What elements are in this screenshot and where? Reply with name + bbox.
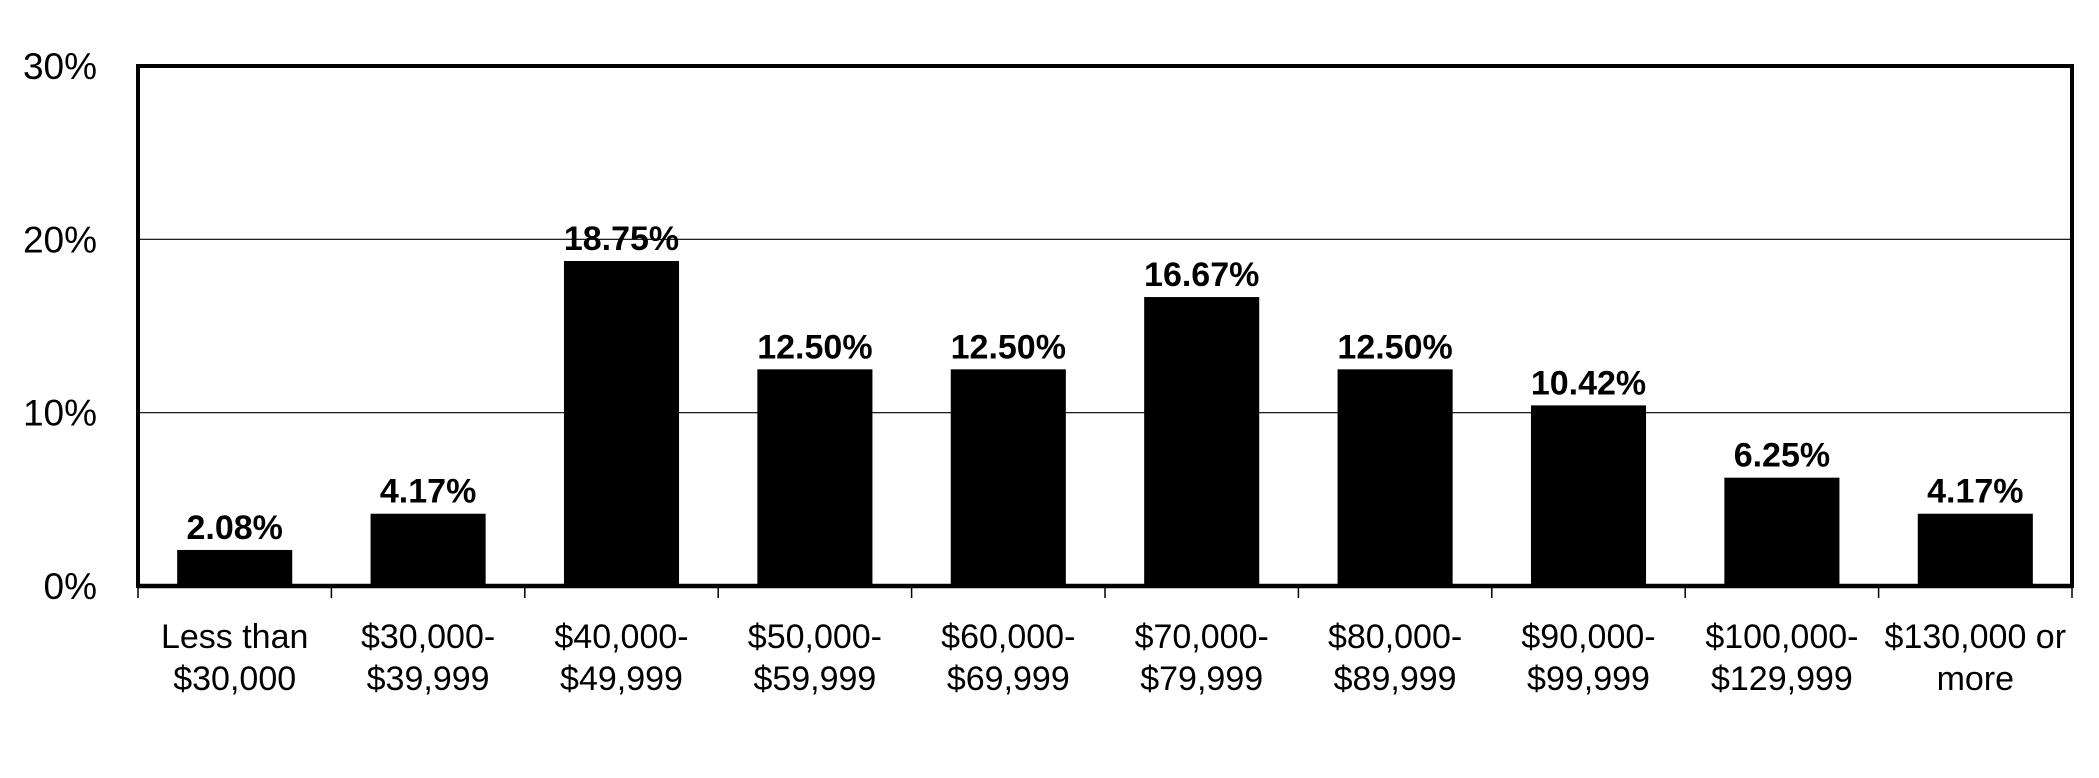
x-tick-label-line: $59,999 xyxy=(753,660,876,698)
x-tick-label-line: Less than xyxy=(161,618,308,656)
x-tick-label-line: $70,000- xyxy=(1135,618,1269,656)
x-tick-label: $80,000- $89,999 xyxy=(1328,618,1462,698)
x-tick-label: $70,000- $79,999 xyxy=(1135,618,1269,698)
x-tick-label-line: $79,999 xyxy=(1140,660,1263,698)
x-tick-label: $130,000 or more xyxy=(1885,618,2067,698)
x-tick-label-line: $30,000- xyxy=(361,618,495,656)
data-label: 4.17% xyxy=(1927,473,2023,511)
x-tick-label-line: $129,999 xyxy=(1711,660,1853,698)
bar[interactable] xyxy=(563,261,680,586)
x-tick-label-line: $89,999 xyxy=(1334,660,1457,698)
x-tick-label-line: $90,000- xyxy=(1521,618,1655,656)
y-tick-label: 20% xyxy=(23,219,97,260)
x-tick-label-line: more xyxy=(1937,660,2014,698)
x-tick-label-line: $99,999 xyxy=(1527,660,1650,698)
x-tick-label-line: $39,999 xyxy=(367,660,490,698)
bar[interactable] xyxy=(757,369,873,586)
x-tick-label: $40,000- $49,999 xyxy=(554,618,688,698)
data-label: 16.67% xyxy=(1144,256,1259,294)
data-label: 6.25% xyxy=(1734,437,1830,475)
x-tick-label-line: $60,000- xyxy=(941,618,1075,656)
x-tick-label-line: $80,000- xyxy=(1328,618,1462,656)
x-tick-label: $100,000- $129,999 xyxy=(1705,618,1858,698)
data-label: 12.50% xyxy=(951,328,1066,366)
x-tick-label-line: $40,000- xyxy=(554,618,688,656)
x-tick-label: Less than $30,000 xyxy=(161,618,308,698)
data-label: 12.50% xyxy=(1337,328,1452,366)
bar[interactable] xyxy=(1337,369,1453,586)
bar[interactable] xyxy=(1724,477,1840,586)
x-tick-label: $50,000- $59,999 xyxy=(748,618,882,698)
bar[interactable] xyxy=(950,369,1066,586)
x-tick-label: $60,000- $69,999 xyxy=(941,618,1075,698)
data-label: 12.50% xyxy=(757,328,872,366)
y-tick-label: 10% xyxy=(23,393,97,434)
data-label: 2.08% xyxy=(186,509,282,547)
bar[interactable] xyxy=(1917,513,2033,586)
x-tick-label-line: $69,999 xyxy=(947,660,1070,698)
x-tick-label-line: $49,999 xyxy=(560,660,683,698)
y-tick-label: 0% xyxy=(44,566,97,607)
data-label: 4.17% xyxy=(380,473,476,511)
bar[interactable] xyxy=(1144,297,1260,586)
data-label: 18.75% xyxy=(564,220,679,258)
x-tick-label: $30,000- $39,999 xyxy=(361,618,495,698)
data-label: 10.42% xyxy=(1531,364,1646,402)
bar[interactable] xyxy=(177,549,293,586)
x-tick-label-line: $130,000 or xyxy=(1885,618,2067,656)
y-tick-label: 30% xyxy=(23,46,97,87)
x-tick-label-line: $100,000- xyxy=(1705,618,1858,656)
x-tick-label-line: $30,000 xyxy=(173,660,296,698)
x-tick-label: $90,000- $99,999 xyxy=(1521,618,1655,698)
x-tick-label-line: $50,000- xyxy=(748,618,882,656)
bar[interactable] xyxy=(370,513,486,586)
bar[interactable] xyxy=(1530,405,1647,586)
